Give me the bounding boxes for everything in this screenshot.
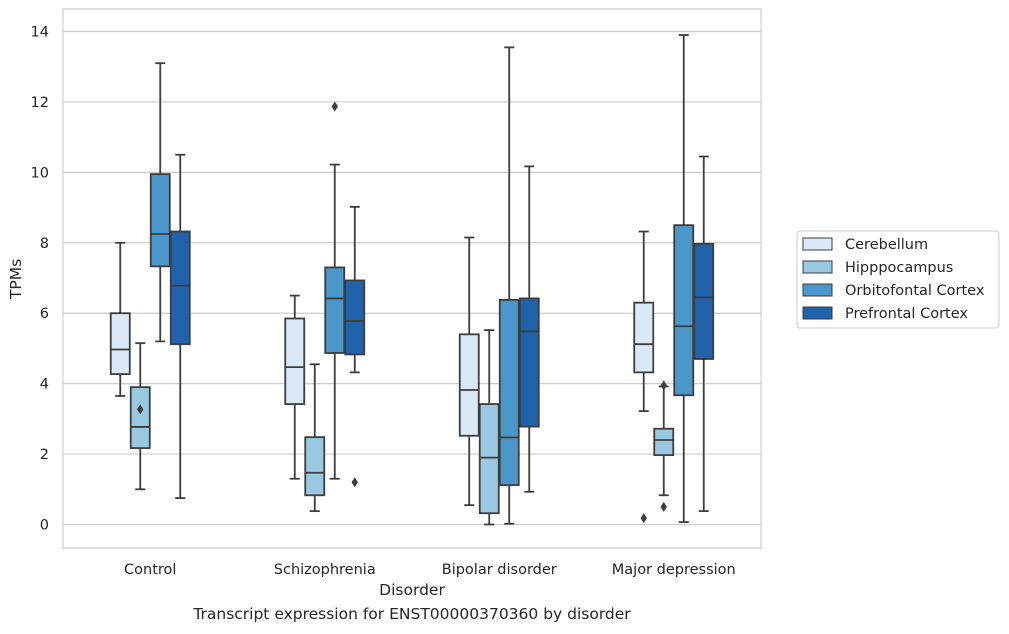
series-group <box>109 230 655 524</box>
y-tick-labels: 0 2 4 6 8 10 12 14 <box>31 25 49 534</box>
x-tick-label: Major depression <box>612 562 736 578</box>
box <box>693 242 715 360</box>
y-tick-label: 6 <box>40 306 49 322</box>
box <box>109 312 131 376</box>
outlier-point <box>660 380 667 391</box>
box <box>149 173 171 268</box>
legend-swatch <box>802 237 833 251</box>
box <box>129 386 151 449</box>
legend-frame <box>796 230 1000 329</box>
legend-label: Prefrontal Cortex <box>845 306 968 322</box>
series-group <box>169 153 715 513</box>
x-tick-labels: Control Schizophrenia Bipolar disorder Majo… <box>124 562 736 578</box>
box <box>653 427 675 457</box>
x-tick-label: Schizophrenia <box>274 562 376 578</box>
y-tick-label: 4 <box>40 377 49 393</box>
x-tick-label: Control <box>124 562 176 578</box>
plot-frame <box>62 8 762 549</box>
box <box>304 436 326 497</box>
series-group <box>149 34 695 525</box>
outlier-point <box>331 101 338 112</box>
legend-label: Orbitofontal Cortex <box>845 283 985 299</box>
box <box>633 301 655 374</box>
box <box>344 279 366 356</box>
box <box>673 224 695 397</box>
outlier-point <box>660 501 667 512</box>
legend-label: Cerebellum <box>845 237 928 253</box>
box-series <box>109 34 715 526</box>
chart-caption: Transcript expression for ENST0000037036… <box>193 605 631 623</box>
legend-swatch <box>802 283 833 297</box>
legend: Cerebellum Hipppocampus Orbitofontal Corte… <box>796 230 1000 329</box>
x-axis-label: Disorder <box>379 581 445 599</box>
boxplot-chart: 0 2 4 6 8 10 12 14 Control Schizophrenia Bipolar … <box>7 8 1000 599</box>
box <box>478 403 500 515</box>
y-tick-label: 14 <box>31 25 49 41</box>
box <box>458 333 480 437</box>
box <box>498 298 520 486</box>
outlier-point <box>137 404 144 415</box>
y-tick-label: 8 <box>40 236 49 252</box>
box <box>324 266 346 354</box>
outlier-point <box>640 513 647 524</box>
y-tick-label: 0 <box>40 518 49 534</box>
y-tick-label: 2 <box>40 447 49 463</box>
legend-label: Hipppocampus <box>845 260 953 276</box>
outlier-point <box>351 477 358 488</box>
box <box>518 297 540 428</box>
legend-swatch <box>802 306 833 320</box>
y-tick-label: 12 <box>31 95 49 111</box>
box <box>284 317 306 405</box>
y-tick-label: 10 <box>31 165 49 181</box>
legend-swatch <box>802 260 833 274</box>
x-tick-label: Bipolar disorder <box>442 562 557 578</box>
box <box>169 230 191 346</box>
y-axis-label: TPMs <box>7 259 25 300</box>
series-group <box>129 329 675 526</box>
